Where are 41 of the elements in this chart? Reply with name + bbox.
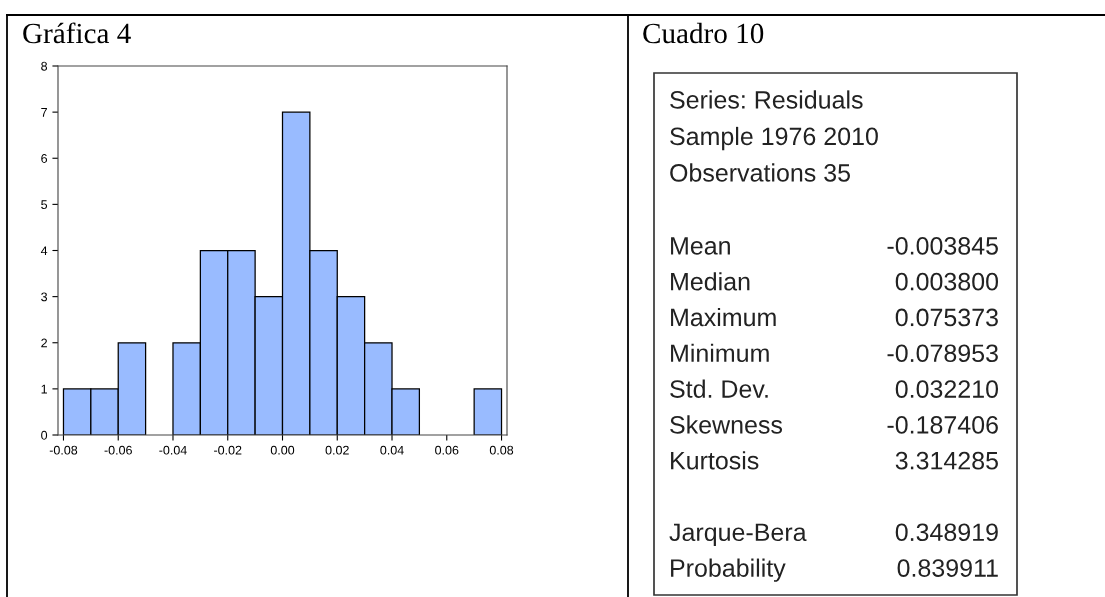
text: Skewness — [670, 415, 783, 434]
text: Mean — [671, 237, 730, 255]
text: Minimum — [671, 343, 769, 363]
text: Sample 1976 2010 — [670, 126, 878, 151]
y-tick-label: 5 — [41, 200, 48, 210]
x-tick-label: 0.04 — [380, 445, 404, 455]
chart-title: Gráfica 4 — [23, 22, 131, 44]
text: Series: Residuals — [670, 90, 863, 109]
text: Observations 35 — [670, 163, 850, 182]
text: Kurtosis — [671, 451, 759, 470]
y-tick-label: 6 — [41, 154, 48, 163]
x-tick-label: -0.02 — [214, 445, 242, 455]
text: 0.075373 — [895, 308, 998, 327]
y-tick-label: 3 — [41, 292, 48, 302]
y-tick-label: 4 — [40, 246, 48, 256]
y-tick-label: 8 — [41, 61, 48, 71]
text: 3.314285 — [895, 451, 998, 470]
text: -0.187406 — [887, 416, 998, 434]
y-tick-label: 7 — [41, 108, 47, 117]
text: -0.078953 — [887, 344, 998, 363]
x-tick-label: -0.04 — [159, 445, 187, 455]
x-tick-label: -0.08 — [49, 445, 78, 455]
text: 0.032210 — [895, 380, 999, 398]
x-tick-label: 0.00 — [270, 445, 295, 455]
x-tick-label: 0.08 — [489, 445, 514, 455]
x-tick-label: 0.06 — [435, 445, 459, 455]
text: 0.348919 — [895, 523, 998, 542]
text: Jarque-Bera — [669, 523, 807, 547]
text: Std. Dev. — [670, 379, 768, 398]
text: Probability — [671, 558, 786, 582]
y-tick-label: 0 — [41, 430, 48, 440]
text: 0.839911 — [897, 559, 998, 577]
text: Maximum — [671, 307, 776, 327]
text: -0.003845 — [887, 237, 998, 255]
y-tick-label: 2 — [41, 338, 47, 348]
text: 0.003800 — [895, 272, 999, 291]
text: Median — [671, 272, 750, 291]
x-tick-label: -0.06 — [104, 445, 132, 455]
x-tick-label: 0.02 — [325, 445, 349, 455]
text: Cuadro 10 — [643, 22, 764, 44]
y-tick-label: 1 — [41, 384, 47, 394]
